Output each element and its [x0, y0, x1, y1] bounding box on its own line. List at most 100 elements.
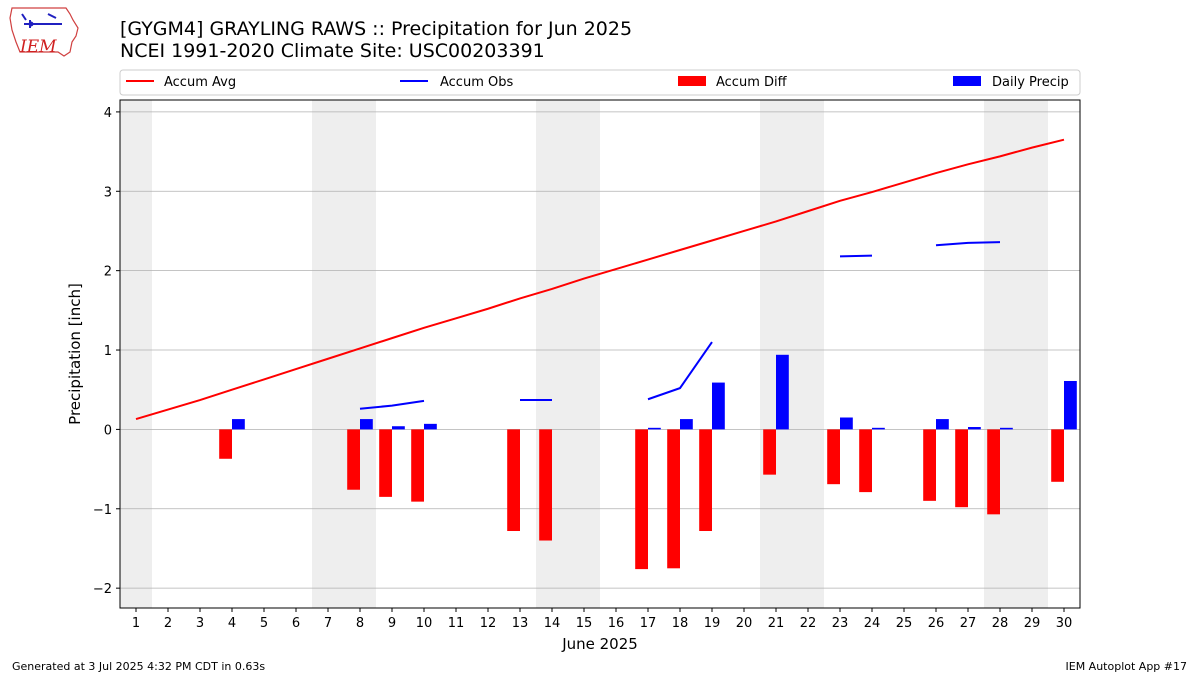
weekend-band-day-28 — [984, 100, 1016, 608]
daily-precip-bar-day-8 — [360, 419, 373, 430]
y-tick-label: −1 — [93, 503, 112, 518]
accum-diff-bar-day-18 — [667, 429, 680, 569]
daily-precip-bar-day-26 — [936, 419, 949, 430]
accum-avg-line — [135, 138, 1065, 421]
weekend-band-day-29 — [1016, 100, 1048, 608]
x-axis-label: June 2025 — [561, 635, 638, 653]
footer-generated: Generated at 3 Jul 2025 4:32 PM CDT in 0… — [12, 660, 265, 673]
weekend-band-day-22 — [792, 100, 824, 608]
weekend-band-day-1 — [120, 100, 152, 608]
x-tick-label: 14 — [544, 616, 561, 631]
daily-precip-bar-day-4 — [232, 419, 245, 430]
x-tick-label: 10 — [416, 616, 433, 631]
chart-title: [GYGM4] GRAYLING RAWS :: Precipitation f… — [120, 18, 632, 40]
legend-swatch-accum-diff — [678, 76, 706, 86]
legend: Accum Avg Accum Obs Accum Diff Daily Pre… — [119, 69, 1081, 96]
accum-obs-line-segment-0 — [359, 399, 425, 410]
x-tick-label: 13 — [512, 616, 529, 631]
x-tick-label: 16 — [608, 616, 625, 631]
daily-precip-bar-day-18 — [680, 419, 693, 430]
x-tick-label: 27 — [960, 616, 977, 631]
accum-diff-bar-day-28 — [987, 429, 1000, 515]
x-tick-label: 29 — [1024, 616, 1041, 631]
legend-label-accum-obs: Accum Obs — [440, 75, 513, 90]
y-tick-label: 4 — [104, 106, 112, 121]
weekend-band-day-7 — [312, 100, 344, 608]
daily-precip-bar-day-23 — [840, 417, 853, 430]
daily-precip-bar-day-9 — [392, 426, 405, 430]
accum-diff-bar-day-30 — [1051, 429, 1064, 482]
daily-precip-bar-day-10 — [424, 423, 437, 430]
x-tick-label: 20 — [736, 616, 753, 631]
x-tick-label: 25 — [896, 616, 913, 631]
weekend-band-day-15 — [568, 100, 600, 608]
x-tick-label: 22 — [800, 616, 817, 631]
iem-logo: IEM — [9, 7, 79, 57]
accum-diff-bar-day-13 — [507, 429, 520, 532]
accum-diff-bar-day-14 — [539, 429, 552, 541]
footer-app: IEM Autoplot App #17 — [1066, 660, 1188, 673]
x-tick-label: 24 — [864, 616, 881, 631]
daily-precip-bar-day-21 — [776, 354, 789, 430]
daily-precip-bar-day-19 — [712, 382, 725, 430]
accum-diff-bar-day-23 — [827, 429, 840, 485]
legend-swatch-daily-precip — [953, 76, 981, 86]
daily-precip-bar-day-27 — [968, 427, 981, 430]
accum-diff-bar-day-19 — [699, 429, 712, 532]
x-tick-label: 11 — [448, 616, 465, 631]
weekend-band-day-21 — [760, 100, 792, 608]
accum-diff-bar-day-24 — [859, 429, 872, 493]
x-tick-label: 15 — [576, 616, 593, 631]
accum-diff-bar-day-17 — [635, 429, 648, 570]
accum-diff-bar-day-4 — [219, 429, 232, 459]
y-tick-label: 0 — [104, 423, 112, 438]
legend-frame — [119, 69, 1081, 96]
daily-precip-bar-day-24 — [872, 427, 885, 430]
x-tick-label: 5 — [260, 616, 268, 631]
accum-diff-bar-day-9 — [379, 429, 392, 497]
y-axis-label: Precipitation [inch] — [66, 283, 84, 425]
legend-label-daily-precip: Daily Precip — [992, 75, 1069, 90]
daily-precip-bar-day-17 — [648, 427, 661, 430]
daily-precip-bar-day-28 — [1000, 427, 1013, 430]
accum-obs-line-segment-3 — [839, 254, 873, 258]
weekend-band-day-8 — [344, 100, 376, 608]
x-tick-label: 9 — [388, 616, 396, 631]
y-tick-label: −2 — [93, 582, 112, 597]
accum-diff-bar-day-21 — [763, 429, 776, 475]
x-tick-label: 18 — [672, 616, 689, 631]
x-tick-label: 1 — [132, 616, 140, 631]
x-tick-label: 26 — [928, 616, 945, 631]
daily-precip-bar-day-30 — [1064, 380, 1077, 430]
accum-obs-line-segment-4 — [935, 241, 1001, 247]
plot-frame — [119, 99, 1081, 609]
x-tick-label: 17 — [640, 616, 657, 631]
x-tick-label: 23 — [832, 616, 849, 631]
x-tick-label: 2 — [164, 616, 172, 631]
weather-dot-icon — [28, 21, 34, 27]
accum-diff-bar-day-10 — [411, 429, 424, 502]
legend-label-accum-avg: Accum Avg — [164, 75, 236, 90]
x-tick-label: 21 — [768, 616, 785, 631]
x-tick-label: 6 — [292, 616, 300, 631]
accum-diff-bar-day-8 — [347, 429, 360, 490]
x-tick-label: 3 — [196, 616, 204, 631]
x-tick-label: 4 — [228, 616, 236, 631]
x-tick-label: 28 — [992, 616, 1009, 631]
y-tick-label: 2 — [104, 265, 112, 280]
iowa-state-outline — [9, 7, 79, 57]
y-tick-label: 3 — [104, 185, 112, 200]
chart-subtitle: NCEI 1991-2020 Climate Site: USC00203391 — [120, 40, 545, 62]
x-tick-label: 19 — [704, 616, 721, 631]
y-tick-label: 1 — [104, 344, 112, 359]
accum-diff-bar-day-27 — [955, 429, 968, 508]
accum-obs-line-segment-2 — [647, 341, 713, 401]
x-tick-label: 8 — [356, 616, 364, 631]
logo-text: IEM — [19, 37, 57, 57]
x-tick-label: 30 — [1056, 616, 1073, 631]
x-tick-label: 7 — [324, 616, 332, 631]
x-tick-label: 12 — [480, 616, 497, 631]
legend-label-accum-diff: Accum Diff — [716, 75, 788, 90]
